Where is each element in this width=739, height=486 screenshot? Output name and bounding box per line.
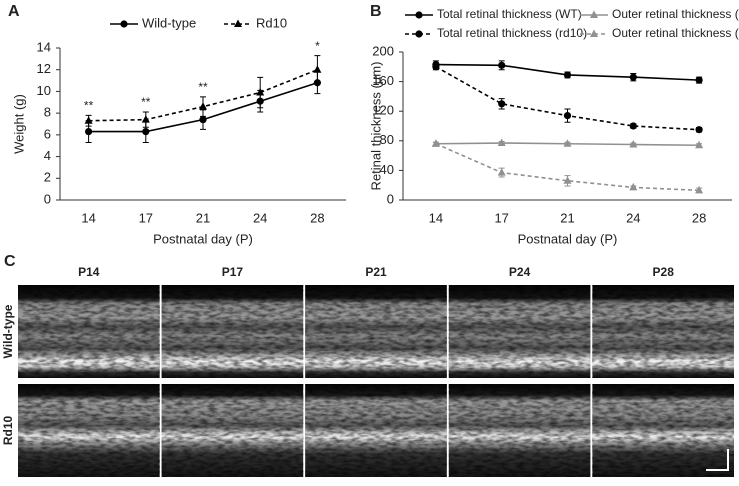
y-tick-label: 0: [387, 191, 394, 206]
marker: [497, 138, 506, 147]
legend-label: Total retinal thickness (rd10): [437, 26, 587, 40]
panel-label: C: [4, 253, 16, 270]
x-tick-label: 17: [494, 210, 508, 225]
legend-marker: [234, 19, 242, 27]
y-tick-label: 200: [372, 43, 394, 58]
legend-marker: [590, 10, 598, 18]
marker: [563, 112, 572, 120]
scale-bar: [706, 449, 729, 471]
marker: [695, 140, 704, 149]
x-tick-label: 28: [692, 210, 706, 225]
y-tick-label: 0: [44, 191, 51, 206]
marker: [695, 126, 703, 134]
marker: [498, 61, 506, 69]
y-tick-label: 6: [44, 126, 51, 141]
legend-label: Outer retinal thickness (rd10): [612, 26, 739, 40]
marker: [199, 102, 207, 110]
marker: [199, 116, 207, 124]
column-header: P24: [509, 265, 531, 279]
marker: [629, 122, 637, 130]
marker: [695, 185, 704, 194]
annotation: **: [141, 95, 151, 109]
oct-speckle: [448, 285, 591, 378]
marker: [142, 128, 150, 136]
y-tick-label: 10: [37, 83, 51, 98]
oct-speckle: [592, 285, 734, 378]
y-tick-label: 160: [372, 73, 394, 88]
oct-speckle: [18, 384, 160, 477]
marker: [141, 115, 150, 123]
marker: [498, 100, 506, 108]
marker: [563, 71, 572, 79]
oct-speckle: [305, 285, 447, 378]
x-tick-label: 21: [560, 210, 574, 225]
legend-label: Total retinal thickness (WT): [437, 7, 582, 21]
marker: [563, 176, 572, 184]
annotation: **: [84, 98, 94, 112]
marker: [563, 139, 572, 147]
legend-marker: [120, 20, 128, 28]
oct-image-grid: [18, 285, 734, 477]
legend-label: Rd10: [256, 15, 287, 30]
y-tick-label: 80: [380, 132, 394, 147]
oct-speckle: [161, 285, 304, 378]
marker: [497, 168, 506, 176]
annotation: *: [315, 39, 320, 53]
x-tick-label: 14: [81, 210, 95, 225]
oct-speckle: [18, 285, 160, 378]
y-tick-label: 14: [37, 39, 51, 54]
legend-marker: [590, 29, 598, 37]
marker: [629, 73, 637, 81]
legend-marker: [415, 30, 423, 38]
y-axis-title: Retinal thickness (µm): [368, 62, 383, 191]
x-axis-title: Postnatal day (P): [153, 231, 253, 246]
y-tick-label: 4: [44, 148, 51, 163]
panel-label: A: [8, 3, 20, 20]
oct-speckle: [448, 384, 591, 477]
column-header: P28: [653, 265, 675, 279]
y-tick-label: 12: [37, 61, 51, 76]
legend-label: Outer retinal thickness (WT): [612, 7, 739, 21]
x-tick-label: 24: [253, 210, 267, 225]
x-tick-label: 24: [626, 210, 640, 225]
legend-marker: [415, 11, 423, 19]
x-tick-label: 14: [429, 210, 443, 225]
panel-label: B: [370, 3, 382, 20]
column-header: P21: [365, 265, 387, 279]
x-tick-label: 21: [196, 210, 210, 225]
annotation: **: [198, 80, 208, 94]
y-axis-title: Weight (g): [11, 94, 26, 154]
marker: [85, 128, 93, 136]
marker: [313, 65, 322, 73]
legend-label: Wild-type: [142, 15, 196, 30]
column-header: P17: [222, 265, 244, 279]
marker: [629, 182, 638, 191]
y-tick-label: 120: [372, 103, 394, 118]
marker: [431, 139, 440, 147]
series-line: [435, 143, 700, 192]
marker: [84, 116, 93, 124]
marker: [629, 140, 638, 148]
marker: [256, 88, 265, 96]
column-header: P14: [78, 265, 100, 279]
oct-speckle: [161, 384, 304, 477]
oct-speckle: [592, 384, 734, 477]
marker: [695, 76, 703, 84]
oct-speckle: [305, 384, 447, 477]
y-tick-label: 8: [44, 105, 51, 120]
y-tick-label: 2: [44, 170, 51, 185]
x-tick-label: 17: [139, 210, 153, 225]
marker: [432, 63, 440, 71]
y-tick-label: 40: [380, 162, 394, 177]
x-tick-label: 28: [310, 210, 324, 225]
row-label: Wild-type: [1, 304, 15, 358]
x-axis-title: Postnatal day (P): [518, 231, 618, 246]
row-label: Rd10: [1, 416, 15, 446]
